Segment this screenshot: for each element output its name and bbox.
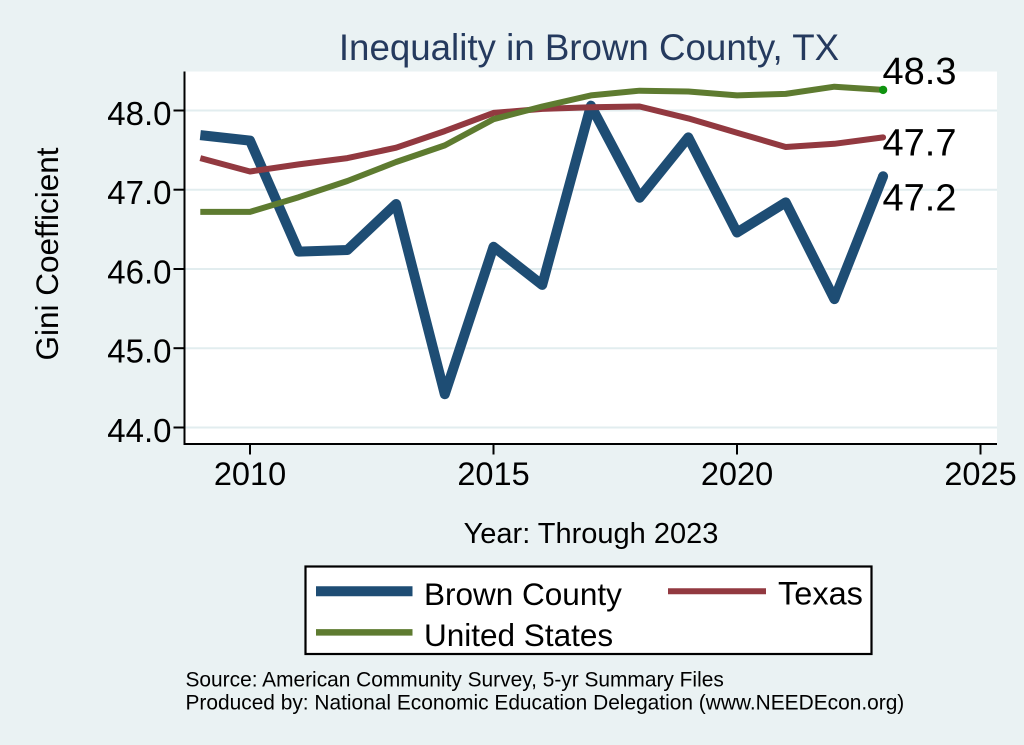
- svg-text:45.0: 45.0: [107, 333, 171, 370]
- svg-text:47.7: 47.7: [883, 123, 957, 165]
- svg-text:Inequality in Brown County, TX: Inequality in Brown County, TX: [339, 27, 839, 68]
- svg-text:Brown County: Brown County: [424, 576, 622, 612]
- svg-text:Gini Coefficient: Gini Coefficient: [29, 147, 65, 360]
- svg-text:Produced by: National Economic: Produced by: National Economic Education…: [186, 691, 905, 714]
- svg-text:44.0: 44.0: [107, 412, 171, 449]
- svg-text:United States: United States: [424, 617, 613, 653]
- svg-text:46.0: 46.0: [107, 254, 171, 291]
- svg-text:Source: American Community Sur: Source: American Community Survey, 5-yr …: [186, 669, 724, 692]
- svg-text:2015: 2015: [457, 456, 529, 492]
- svg-text:48.0: 48.0: [107, 95, 171, 132]
- svg-text:Texas: Texas: [778, 576, 863, 612]
- svg-text:2025: 2025: [944, 456, 1016, 492]
- svg-text:48.3: 48.3: [883, 51, 957, 93]
- svg-text:Year: Through 2023: Year: Through 2023: [464, 518, 719, 550]
- svg-text:2010: 2010: [214, 456, 286, 492]
- svg-text:47.0: 47.0: [107, 174, 171, 211]
- svg-text:2020: 2020: [701, 456, 773, 492]
- svg-text:47.2: 47.2: [883, 178, 957, 220]
